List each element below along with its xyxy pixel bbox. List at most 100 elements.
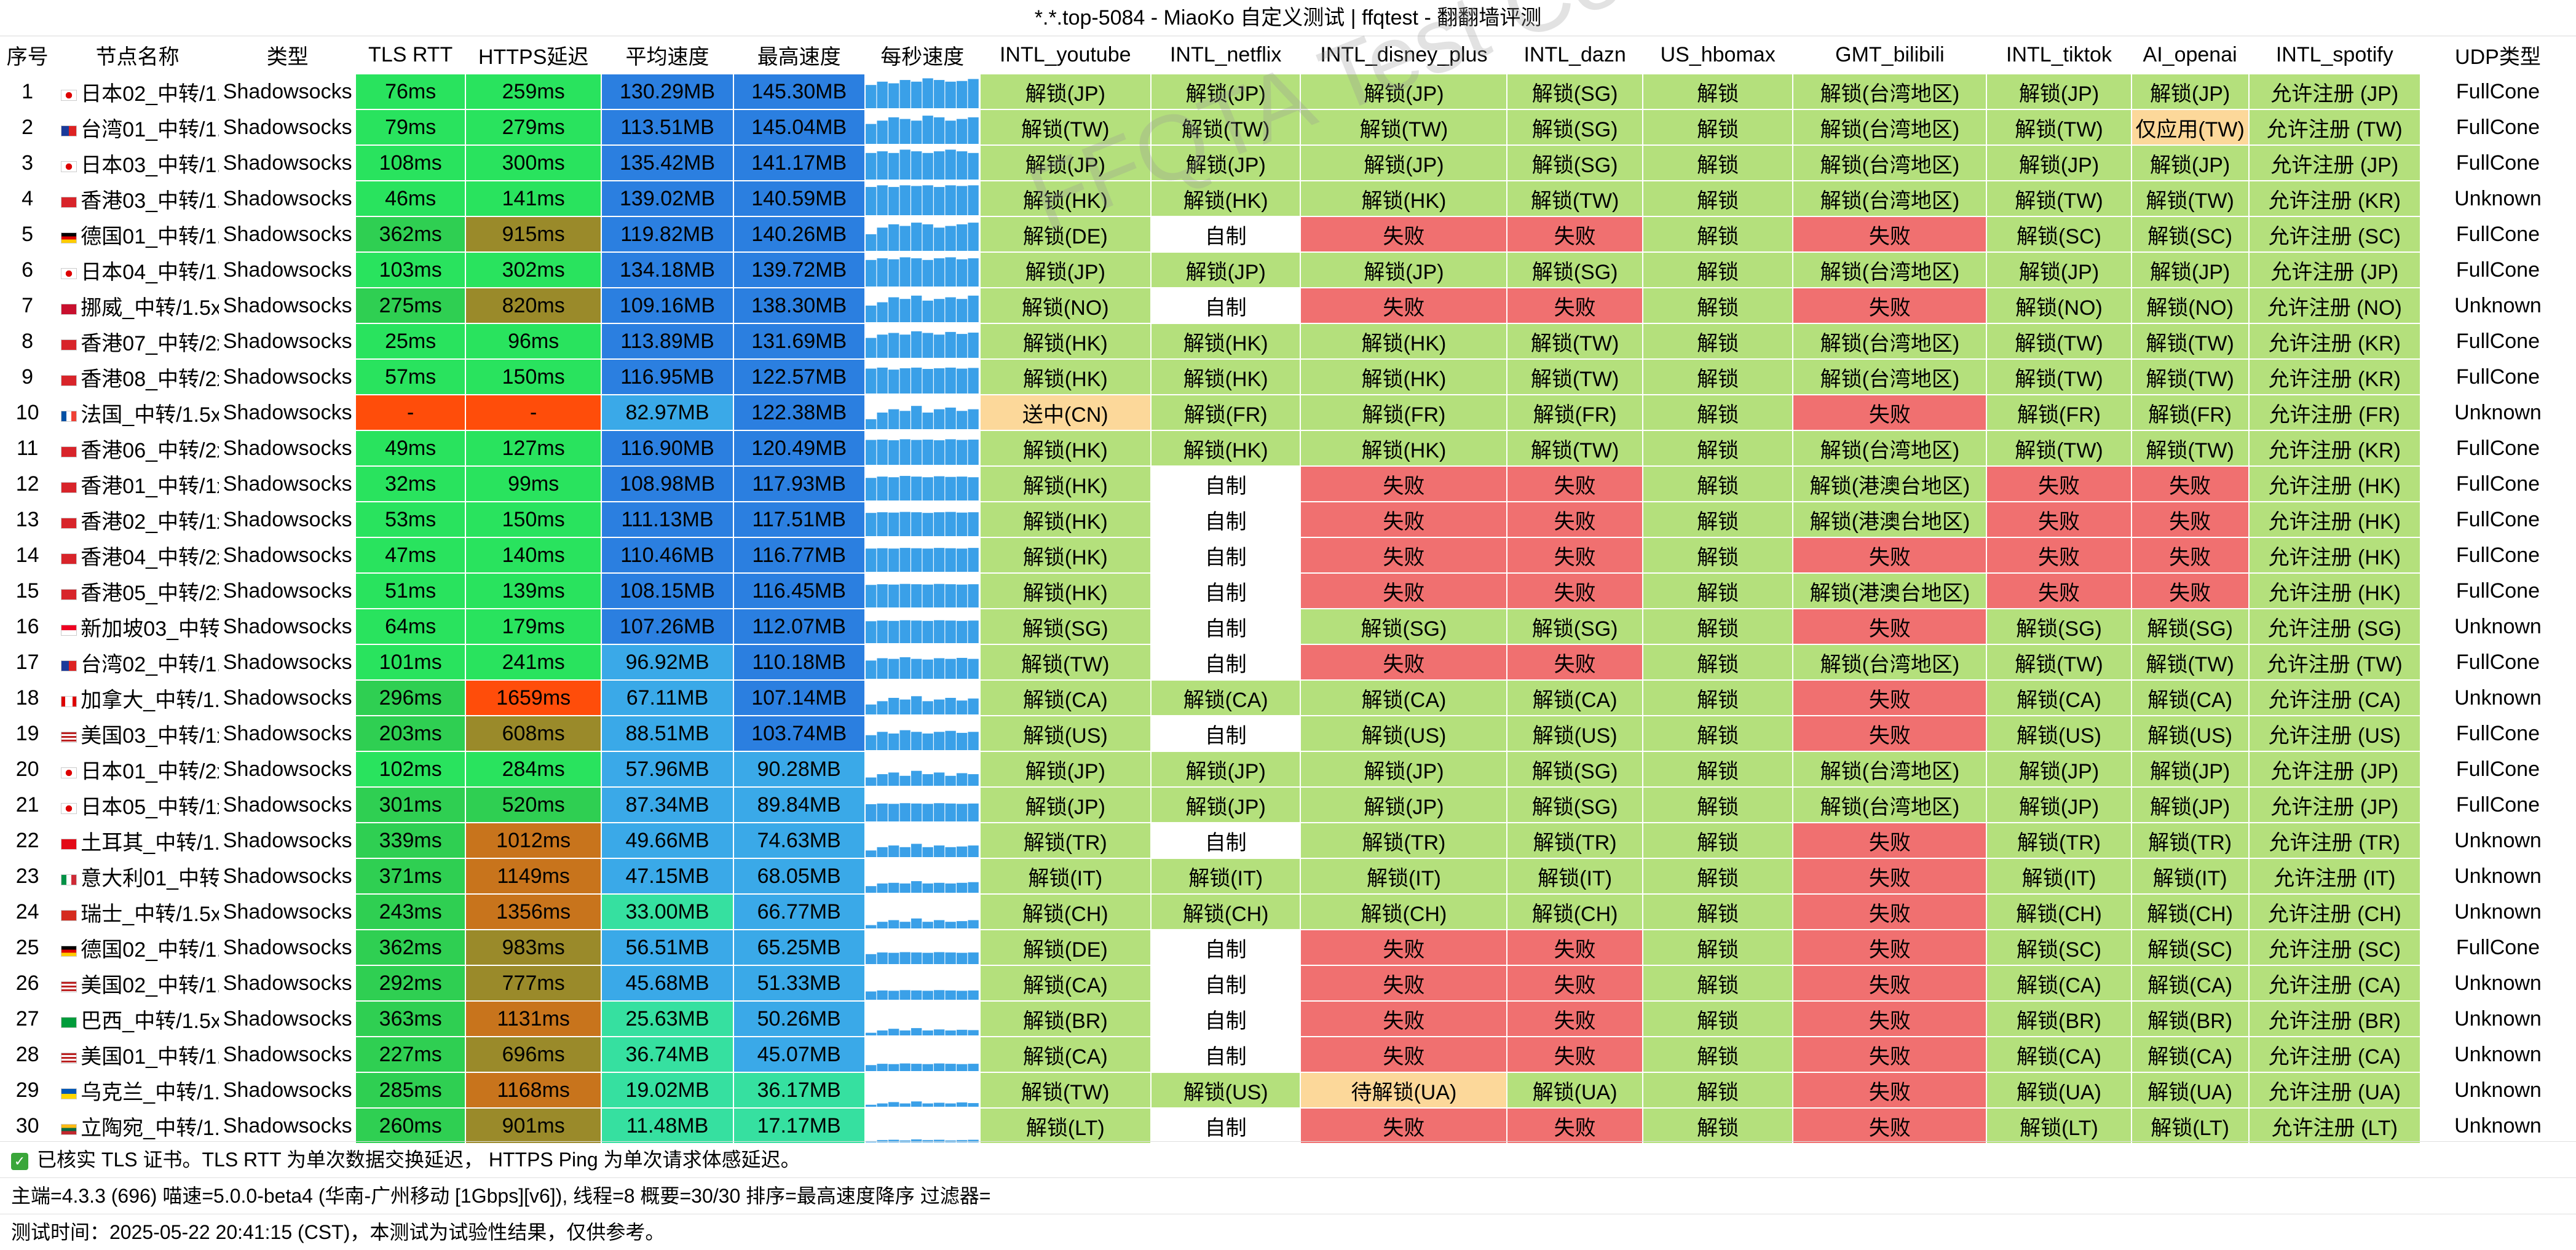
- sparkline-bar: [877, 584, 888, 607]
- avg-speed: 45.68MB: [601, 965, 734, 1002]
- sparkline-bar: [911, 584, 922, 607]
- column-header[interactable]: TLS RTT: [355, 36, 466, 74]
- table-row[interactable]: 26 美国02_中转/1.5xShadowsocks292ms777ms45.68…: [0, 965, 2576, 1002]
- max-speed: 145.30MB: [733, 74, 866, 110]
- node-name: 意大利01_中转/1x: [81, 866, 219, 890]
- protocol-type: Shadowsocks: [219, 1001, 357, 1037]
- column-header[interactable]: 最高速度: [733, 36, 866, 74]
- column-header[interactable]: INTL_tiktok: [1986, 36, 2132, 74]
- hbomax-status: 解锁: [1642, 323, 1794, 360]
- row-index: 28: [0, 1037, 57, 1073]
- tls-rtt: 292ms: [355, 965, 466, 1002]
- column-header[interactable]: 序号: [0, 36, 57, 74]
- openai-status: 解锁(FR): [2131, 395, 2250, 431]
- column-header[interactable]: 平均速度: [601, 36, 734, 74]
- table-row[interactable]: 7 挪威_中转/1.5x Shadowsocks 275ms 820ms 109.16MB…: [0, 288, 2576, 324]
- netflix-status: 解锁(HK): [1150, 359, 1302, 395]
- table-row[interactable]: 30 立陶宛_中转/1.5xShadowsocks260ms901ms11.48M…: [0, 1108, 2576, 1144]
- protocol-type: Shadowsocks: [219, 823, 357, 859]
- table-row[interactable]: 28 美国01_中转/1.5xShadowsocks227ms696ms36.74…: [0, 1037, 2576, 1073]
- table-row[interactable]: 5 德国01_中转/1.5 xShadowsocks362ms915ms119.8…: [0, 216, 2576, 253]
- column-header[interactable]: INTL_dazn: [1507, 36, 1643, 74]
- https-latency: 696ms: [465, 1037, 603, 1073]
- spotify-status: 允许注册 (SC): [2248, 930, 2421, 966]
- youtube-status: 解锁(HK): [979, 466, 1152, 502]
- table-row[interactable]: 2 台湾01_中转/1.5xShadowsocks79ms279ms113.51M…: [0, 109, 2576, 146]
- avg-speed: 113.51MB: [601, 109, 734, 146]
- column-header[interactable]: 每秒速度: [864, 36, 981, 74]
- avg-speed: 139.02MB: [601, 181, 734, 217]
- node-name-cell: 瑞士_中转/1.5x: [55, 894, 220, 930]
- hbomax-status: 解锁: [1642, 359, 1794, 395]
- sparkline-bar: [922, 620, 933, 643]
- hbomax-status: 解锁: [1642, 680, 1794, 716]
- hbomax-status: 解锁: [1642, 430, 1794, 467]
- table-row[interactable]: 21 日本05_中转/1x Shadowsocks 301ms 520ms 87.34MB…: [0, 787, 2576, 823]
- table-row[interactable]: 29 乌克兰_中转/1.5xShadowsocks285ms1168ms19.02…: [0, 1072, 2576, 1109]
- table-row[interactable]: 27 巴西_中转/1.5x Shadowsocks 363ms 1131ms 25.63M…: [0, 1001, 2576, 1037]
- table-row[interactable]: 6 日本04_中转/1.5 xShadowsocks103ms302ms134.1…: [0, 252, 2576, 288]
- table-row[interactable]: 24 瑞士_中转/1.5x Shadowsocks 243ms 1356ms 33.00M…: [0, 894, 2576, 930]
- column-header[interactable]: AI_openai: [2131, 36, 2250, 74]
- bilibili-status: 失败: [1793, 894, 1988, 930]
- table-row[interactable]: 19 美国03_中转/1x Shadowsocks 203ms 608ms 88.51MB…: [0, 716, 2576, 752]
- column-header[interactable]: 节点名称: [55, 36, 220, 74]
- openai-status: 解锁(JP): [2131, 252, 2250, 288]
- table-row[interactable]: 20 日本01_中转/2x Shadowsocks 102ms 284ms 57.96MB…: [0, 751, 2576, 788]
- column-header[interactable]: UDP类型: [2420, 36, 2576, 74]
- table-row[interactable]: 9 香港08_中转/2x Shadowsocks 57ms 150ms 116.95MB 1…: [0, 359, 2576, 395]
- table-row[interactable]: 4 香港03_中转/1.5xShadowsocks46ms141ms139.02M…: [0, 181, 2576, 217]
- disney-plus-status: 失败: [1300, 1001, 1508, 1037]
- sparkline-bar: [945, 1064, 956, 1071]
- row-index: 15: [0, 573, 57, 609]
- sparkline-bar: [865, 735, 877, 750]
- sparkline-bar: [968, 920, 979, 928]
- hbomax-status: 解锁: [1642, 109, 1794, 146]
- column-header[interactable]: HTTPS延迟: [465, 36, 603, 74]
- avg-speed: 87.34MB: [601, 787, 734, 823]
- sparkline-bar: [968, 439, 979, 465]
- column-header[interactable]: INTL_youtube: [979, 36, 1152, 74]
- sparkline-bar: [888, 1064, 899, 1071]
- node-name: 土耳其_中转/1.5x: [81, 831, 218, 855]
- table-row[interactable]: 3 日本03_中转/1.5 xShadowsocks108ms300ms135.4…: [0, 145, 2576, 181]
- https-latency: -: [465, 395, 603, 431]
- table-row[interactable]: 12 香港01_中转/1x Shadowsocks 32ms 99ms 108.98MB 1…: [0, 466, 2576, 502]
- column-header[interactable]: US_hbomax: [1642, 36, 1794, 74]
- table-row[interactable]: 13 香港02_中转/1x Shadowsocks 53ms 150ms 111.13MB…: [0, 502, 2576, 538]
- table-row[interactable]: 16 新加坡03_中转/1.5 xShadowsocks64ms179ms107.…: [0, 609, 2576, 645]
- table-row[interactable]: 22 土耳其_中转/1.5xShadowsocks339ms1012ms49.66…: [0, 823, 2576, 859]
- tiktok-status: 解锁(SG): [1986, 609, 2132, 645]
- flag-us-icon: [61, 1052, 77, 1064]
- table-row[interactable]: 1 日本02_中转/1.5 xShadowsocks76ms259ms130.29…: [0, 74, 2576, 110]
- sparkline-bar: [911, 367, 922, 394]
- column-header[interactable]: 类型: [219, 36, 357, 74]
- table-row[interactable]: 8 香港07_中转/2x Shadowsocks 25ms 96ms 113.89MB 13…: [0, 323, 2576, 360]
- sparkline-bar: [922, 734, 933, 750]
- protocol-type: Shadowsocks: [219, 965, 357, 1002]
- sparkline-bar: [945, 698, 956, 714]
- row-index: 23: [0, 858, 57, 895]
- netflix-status: 解锁(HK): [1150, 323, 1302, 360]
- node-name: 香港06_中转/2x: [81, 438, 219, 462]
- openai-status: 解锁(TW): [2131, 359, 2250, 395]
- sparkline-bar: [945, 952, 956, 964]
- column-header[interactable]: INTL_spotify: [2248, 36, 2421, 74]
- column-header[interactable]: INTL_disney_plus: [1300, 36, 1508, 74]
- table-row[interactable]: 11 香港06_中转/2x Shadowsocks 49ms 127ms 116.90MB…: [0, 430, 2576, 467]
- table-row[interactable]: 23 意大利01_中转/1xShadowsocks371ms1149ms47.15…: [0, 858, 2576, 895]
- sparkline-bar: [899, 1103, 911, 1107]
- sparkline-bar: [945, 803, 956, 821]
- table-row[interactable]: 10 法国_中转/1.5x Shadowsocks - -82.97MB 122.38MB…: [0, 395, 2576, 431]
- https-latency: 284ms: [465, 751, 603, 788]
- max-speed: 120.49MB: [733, 430, 866, 467]
- udp-type: Unknown: [2420, 823, 2576, 859]
- table-row[interactable]: 18 加拿大_中转/1.5xShadowsocks296ms1659ms67.11…: [0, 680, 2576, 716]
- table-row[interactable]: 25 德国02_中转/1.5 xShadowsocks362ms983ms56.5…: [0, 930, 2576, 966]
- column-header[interactable]: INTL_netflix: [1150, 36, 1302, 74]
- table-row[interactable]: 14 香港04_中转/2x Shadowsocks 47ms 140ms 110.46MB…: [0, 537, 2576, 574]
- column-header[interactable]: GMT_bilibili: [1793, 36, 1988, 74]
- table-row[interactable]: 15 香港05_中转/2x Shadowsocks 51ms 139ms 108.15MB…: [0, 573, 2576, 609]
- sparkline-bar: [865, 152, 877, 180]
- table-row[interactable]: 17 台湾02_中转/1.5xShadowsocks101ms241ms96.92…: [0, 644, 2576, 681]
